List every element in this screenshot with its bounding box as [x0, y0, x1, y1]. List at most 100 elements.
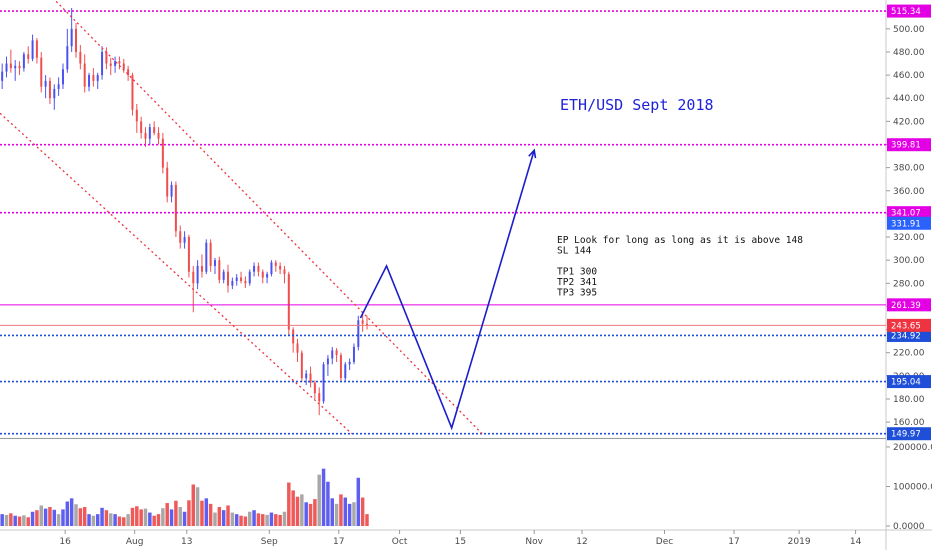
volume-bar	[343, 497, 348, 526]
volume-bar	[213, 512, 217, 526]
candle-body	[31, 40, 34, 59]
volume-bar	[0, 514, 4, 526]
price-tag-box	[887, 4, 931, 18]
time-tick-label: Oct	[392, 537, 408, 547]
candle-body	[114, 61, 117, 66]
volume-bar	[169, 509, 174, 526]
volume-bar	[204, 498, 209, 526]
annotation-notes: EP Look for long as long as it is above …	[557, 235, 803, 299]
volume-bar	[317, 474, 321, 526]
volume-bar	[100, 507, 104, 526]
time-tick-label: Nov	[525, 537, 543, 547]
annotation-note-line: TP2 341	[557, 277, 597, 288]
time-tick-label: 17	[728, 537, 739, 547]
price-tick-label: 320.00	[893, 233, 925, 243]
candle-body	[244, 280, 247, 284]
candle-body	[148, 127, 151, 139]
candle-body	[196, 265, 199, 284]
price-tag-box	[887, 138, 931, 152]
annotation-note-line: SL 144	[557, 246, 592, 257]
volume-bar	[148, 512, 152, 526]
time-tick-label: 12	[576, 537, 587, 547]
price-tag-box	[887, 375, 931, 389]
channel-line-lower	[0, 112, 353, 435]
candle-body	[44, 80, 47, 87]
candle-body	[240, 277, 243, 281]
price-tick-label: 440.00	[893, 94, 925, 104]
price-tag-label: 149.97	[891, 430, 921, 440]
candle-body	[179, 231, 182, 243]
volume-bar	[256, 513, 261, 526]
time-tick-label: 16	[59, 537, 71, 547]
volume-bar	[234, 514, 239, 526]
volume-bar	[61, 509, 65, 526]
volume-bar	[95, 514, 100, 526]
candle-body	[261, 271, 264, 278]
price-tag-box	[887, 216, 931, 230]
volume-bar	[243, 516, 248, 526]
candle-body	[287, 274, 290, 330]
volume-tick-label: 200000.0000	[893, 443, 932, 453]
volume-bar	[9, 513, 13, 526]
price-tick-label: 500.00	[893, 25, 925, 35]
price-tick-label: 360.00	[893, 187, 925, 197]
candle-body	[131, 75, 134, 110]
candle-body	[57, 84, 60, 89]
time-tick-label: 13	[181, 537, 192, 547]
volume-bar	[360, 497, 365, 526]
candle-body	[135, 109, 138, 122]
candle-body	[127, 69, 130, 76]
price-tag-label: 234.92	[891, 331, 921, 341]
volume-bar	[247, 511, 252, 526]
volume-bar	[165, 503, 169, 526]
candle-body	[344, 364, 347, 379]
candle-body	[96, 75, 99, 81]
candle-body	[40, 57, 43, 87]
volume-bar	[56, 514, 61, 526]
candle-body	[335, 350, 338, 356]
candle-body	[27, 54, 30, 59]
candle-body	[352, 346, 355, 362]
volume-bar	[13, 515, 17, 526]
candle-body	[292, 329, 295, 344]
candle-body	[266, 274, 269, 278]
candle-body	[357, 320, 360, 347]
volume-bar	[304, 502, 308, 526]
volume-bar	[265, 514, 269, 526]
candle-body	[140, 121, 143, 133]
chart-title: ETH/USD Sept 2018	[560, 96, 714, 114]
price-tick-label: 480.00	[893, 48, 925, 58]
candle-body	[88, 75, 91, 87]
volume-bar	[278, 514, 282, 526]
candle-body	[205, 242, 208, 272]
candle-body	[75, 28, 78, 52]
volume-bar	[174, 500, 178, 526]
volume-bar	[39, 505, 43, 526]
price-tags: 515.34 399.81 341.07 261.39 234.92 195.04 149.…	[887, 4, 931, 441]
candle-body	[1, 71, 4, 81]
annotation-note-line: TP3 395	[557, 288, 597, 299]
candle-body	[170, 184, 173, 197]
candle-body	[213, 260, 216, 266]
volume-bar	[282, 511, 287, 526]
candle-body	[183, 237, 186, 243]
time-tick-label: Aug	[126, 537, 144, 547]
volume-bar	[365, 514, 369, 526]
candles	[1, 8, 368, 416]
price-tick-label: 420.00	[893, 117, 925, 127]
volume-bar	[152, 515, 156, 526]
volume-bar	[208, 503, 213, 526]
candle-body	[118, 61, 121, 64]
candle-body	[122, 63, 125, 70]
price-tag-label: 195.04	[891, 378, 921, 388]
candle-body	[235, 277, 238, 281]
volume-tick-label: 100000.0000	[893, 482, 932, 492]
volume-bar	[117, 516, 122, 526]
price-tick-label: 460.00	[893, 71, 925, 81]
candle-body	[79, 51, 82, 64]
annotation-note-line: TP1 300	[557, 267, 597, 278]
time-tick-label: Dec	[656, 537, 673, 547]
price-tag-box	[887, 328, 931, 342]
candle-body	[253, 265, 256, 272]
